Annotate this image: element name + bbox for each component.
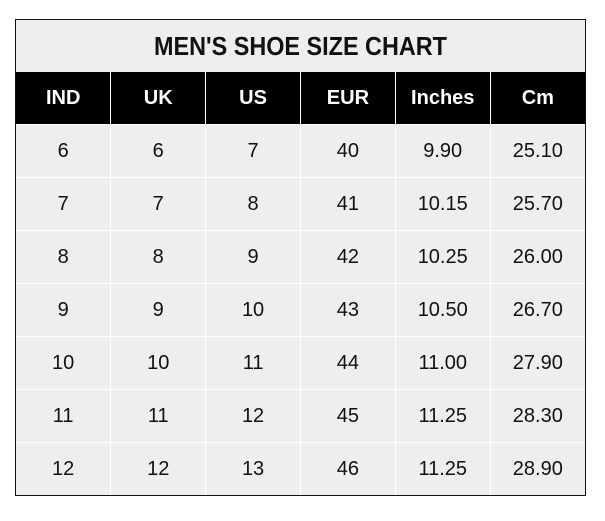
size-chart: MEN'S SHOE SIZE CHART IND UK US EUR Inches Cm… — [15, 19, 586, 496]
cell-eur: 45 — [299, 389, 396, 443]
cell-eur: 44 — [299, 336, 396, 390]
cell-uk: 10 — [110, 336, 206, 390]
header-row: IND UK US EUR Inches Cm — [16, 72, 585, 125]
cell-uk: 8 — [110, 230, 206, 284]
column-header-us: US — [205, 72, 301, 125]
cell-cm: 27.90 — [489, 336, 585, 390]
chart-title: MEN'S SHOE SIZE CHART — [44, 20, 557, 72]
cell-uk: 6 — [110, 124, 206, 178]
column-header-ind: IND — [16, 72, 111, 125]
cell-ind: 8 — [16, 230, 111, 284]
column-header-inches: Inches — [394, 72, 491, 125]
cell-us: 12 — [205, 389, 301, 443]
table-row: 11 11 12 45 11.25 28.30 — [16, 389, 585, 443]
cell-inches: 11.25 — [394, 442, 491, 495]
table-row: 9 9 10 43 10.50 26.70 — [16, 283, 585, 337]
table-row: 6 6 7 40 9.90 25.10 — [16, 124, 585, 178]
cell-ind: 6 — [16, 124, 111, 178]
cell-cm: 28.30 — [489, 389, 585, 443]
cell-eur: 46 — [299, 442, 396, 495]
cell-us: 11 — [205, 336, 301, 390]
cell-ind: 12 — [16, 442, 111, 495]
cell-inches: 11.00 — [394, 336, 491, 390]
cell-ind: 10 — [16, 336, 111, 390]
cell-cm: 26.70 — [489, 283, 585, 337]
column-header-uk: UK — [110, 72, 206, 125]
column-header-cm: Cm — [489, 72, 585, 125]
cell-eur: 41 — [299, 177, 396, 231]
table-row: 7 7 8 41 10.15 25.70 — [16, 177, 585, 231]
table-row: 8 8 9 42 10.25 26.00 — [16, 230, 585, 284]
cell-cm: 25.10 — [489, 124, 585, 178]
column-header-eur: EUR — [299, 72, 396, 125]
cell-ind: 7 — [16, 177, 111, 231]
size-table: IND UK US EUR Inches Cm 6 6 7 40 9.90 25.10 7 7 8 41 10… — [16, 72, 585, 495]
cell-uk: 12 — [110, 442, 206, 495]
cell-inches: 11.25 — [394, 389, 491, 443]
cell-us: 9 — [205, 230, 301, 284]
cell-us: 8 — [205, 177, 301, 231]
cell-us: 7 — [205, 124, 301, 178]
cell-uk: 7 — [110, 177, 206, 231]
cell-inches: 10.15 — [394, 177, 491, 231]
cell-inches: 10.25 — [394, 230, 491, 284]
table-row: 10 10 11 44 11.00 27.90 — [16, 336, 585, 390]
cell-uk: 9 — [110, 283, 206, 337]
cell-eur: 40 — [299, 124, 396, 178]
cell-cm: 28.90 — [489, 442, 585, 495]
cell-us: 10 — [205, 283, 301, 337]
cell-eur: 43 — [299, 283, 396, 337]
cell-us: 13 — [205, 442, 301, 495]
cell-inches: 9.90 — [394, 124, 491, 178]
cell-ind: 11 — [16, 389, 111, 443]
cell-inches: 10.50 — [394, 283, 491, 337]
cell-cm: 26.00 — [489, 230, 585, 284]
cell-ind: 9 — [16, 283, 111, 337]
cell-cm: 25.70 — [489, 177, 585, 231]
cell-eur: 42 — [299, 230, 396, 284]
table-row: 12 12 13 46 11.25 28.90 — [16, 442, 585, 495]
cell-uk: 11 — [110, 389, 206, 443]
